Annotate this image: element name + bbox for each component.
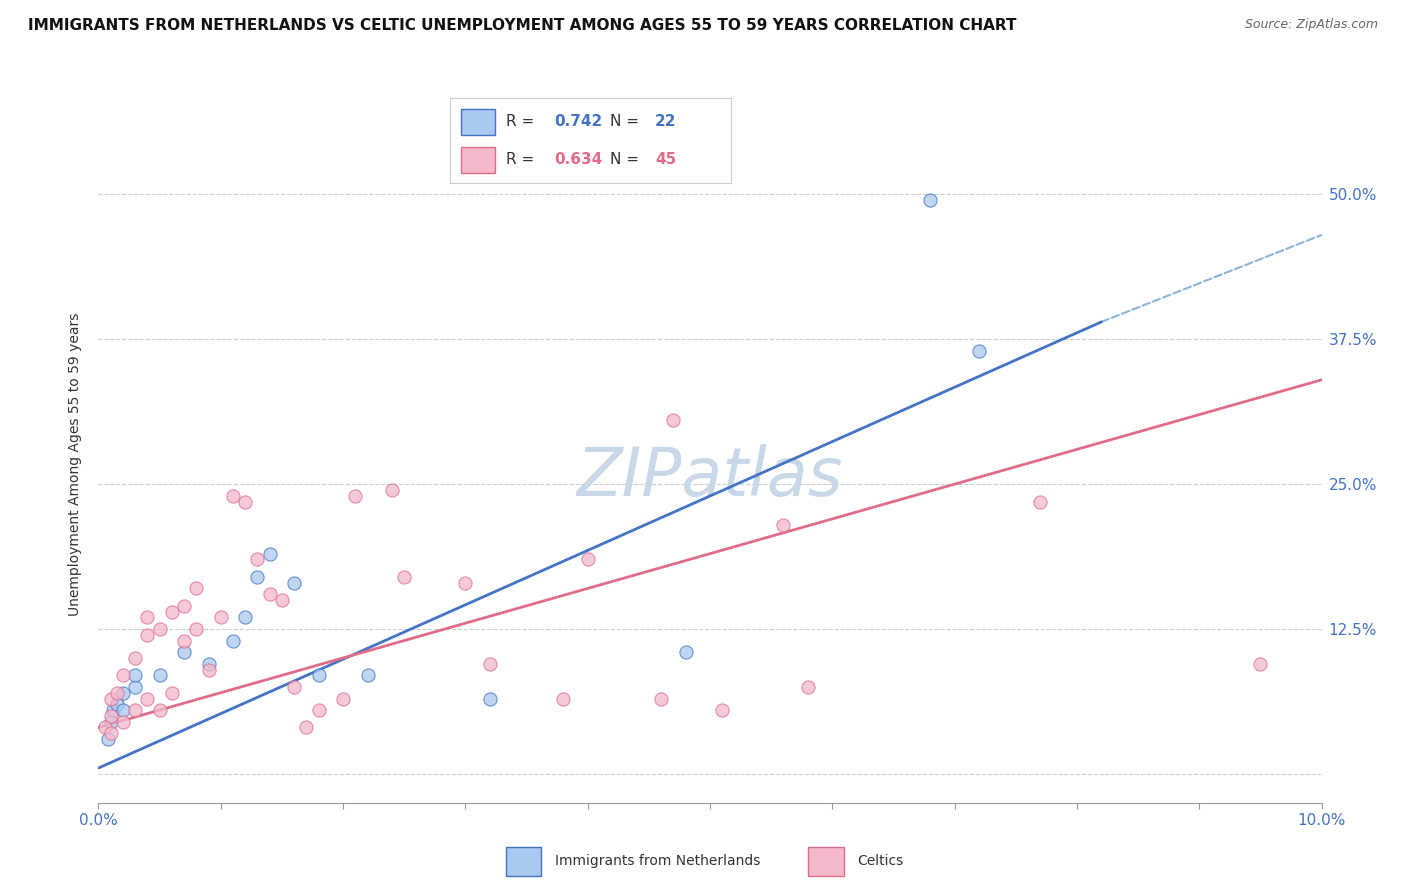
Point xyxy=(160,686,183,700)
Point xyxy=(797,680,820,694)
Text: N =: N = xyxy=(610,114,644,129)
Point xyxy=(105,698,128,712)
Point xyxy=(308,703,330,717)
Text: R =: R = xyxy=(506,114,540,129)
Point xyxy=(381,483,404,497)
Point xyxy=(967,343,990,358)
Point xyxy=(100,691,122,706)
Text: Celtics: Celtics xyxy=(858,854,904,868)
Point xyxy=(100,709,122,723)
Text: Source: ZipAtlas.com: Source: ZipAtlas.com xyxy=(1244,18,1378,31)
Point xyxy=(576,552,599,566)
Point xyxy=(173,599,195,613)
Point xyxy=(186,582,208,596)
Point xyxy=(136,691,159,706)
Text: R =: R = xyxy=(506,153,540,168)
Point xyxy=(111,714,134,729)
Point xyxy=(283,680,305,694)
Point xyxy=(392,570,416,584)
Point xyxy=(222,489,245,503)
Point xyxy=(259,587,281,601)
Point xyxy=(101,703,124,717)
FancyBboxPatch shape xyxy=(506,847,541,876)
Point xyxy=(332,691,354,706)
Point xyxy=(553,691,575,706)
Text: 45: 45 xyxy=(655,153,676,168)
Point xyxy=(136,628,159,642)
Point xyxy=(97,732,120,747)
Text: N =: N = xyxy=(610,153,644,168)
Point xyxy=(111,668,134,682)
Point xyxy=(100,714,122,729)
Point xyxy=(233,610,256,624)
Point xyxy=(1029,494,1052,508)
Point xyxy=(246,570,269,584)
Point xyxy=(124,651,146,665)
Point xyxy=(920,193,942,207)
Point xyxy=(233,494,256,508)
Point xyxy=(295,721,318,735)
Point xyxy=(222,633,245,648)
FancyBboxPatch shape xyxy=(461,147,495,173)
Point xyxy=(124,703,146,717)
FancyBboxPatch shape xyxy=(461,109,495,135)
Point xyxy=(356,668,378,682)
Point xyxy=(173,645,195,659)
Point xyxy=(478,691,501,706)
Point xyxy=(136,610,159,624)
Point xyxy=(454,575,477,590)
Point xyxy=(149,668,172,682)
Point xyxy=(259,547,281,561)
Point xyxy=(772,517,794,532)
Text: ZIPatlas: ZIPatlas xyxy=(576,444,844,510)
Point xyxy=(93,721,115,735)
Point xyxy=(197,657,219,671)
Point xyxy=(197,663,219,677)
Text: 22: 22 xyxy=(655,114,676,129)
Point xyxy=(111,686,134,700)
Point xyxy=(662,413,685,427)
Point xyxy=(650,691,672,706)
Point xyxy=(270,593,292,607)
Point xyxy=(124,680,146,694)
Point xyxy=(711,703,734,717)
Text: 0.742: 0.742 xyxy=(554,114,602,129)
Point xyxy=(675,645,697,659)
Point xyxy=(1249,657,1271,671)
Point xyxy=(186,622,208,636)
Point xyxy=(105,686,128,700)
Point xyxy=(344,489,367,503)
Point xyxy=(209,610,232,624)
Text: Immigrants from Netherlands: Immigrants from Netherlands xyxy=(555,854,761,868)
Point xyxy=(124,668,146,682)
Point xyxy=(149,703,172,717)
Point xyxy=(173,633,195,648)
Point xyxy=(246,552,269,566)
Point xyxy=(160,605,183,619)
Point xyxy=(149,622,172,636)
Point xyxy=(308,668,330,682)
Point xyxy=(111,703,134,717)
Point xyxy=(478,657,501,671)
Point xyxy=(100,726,122,740)
Text: IMMIGRANTS FROM NETHERLANDS VS CELTIC UNEMPLOYMENT AMONG AGES 55 TO 59 YEARS COR: IMMIGRANTS FROM NETHERLANDS VS CELTIC UN… xyxy=(28,18,1017,33)
Y-axis label: Unemployment Among Ages 55 to 59 years: Unemployment Among Ages 55 to 59 years xyxy=(69,312,83,615)
Point xyxy=(283,575,305,590)
FancyBboxPatch shape xyxy=(808,847,844,876)
Text: 0.634: 0.634 xyxy=(554,153,602,168)
